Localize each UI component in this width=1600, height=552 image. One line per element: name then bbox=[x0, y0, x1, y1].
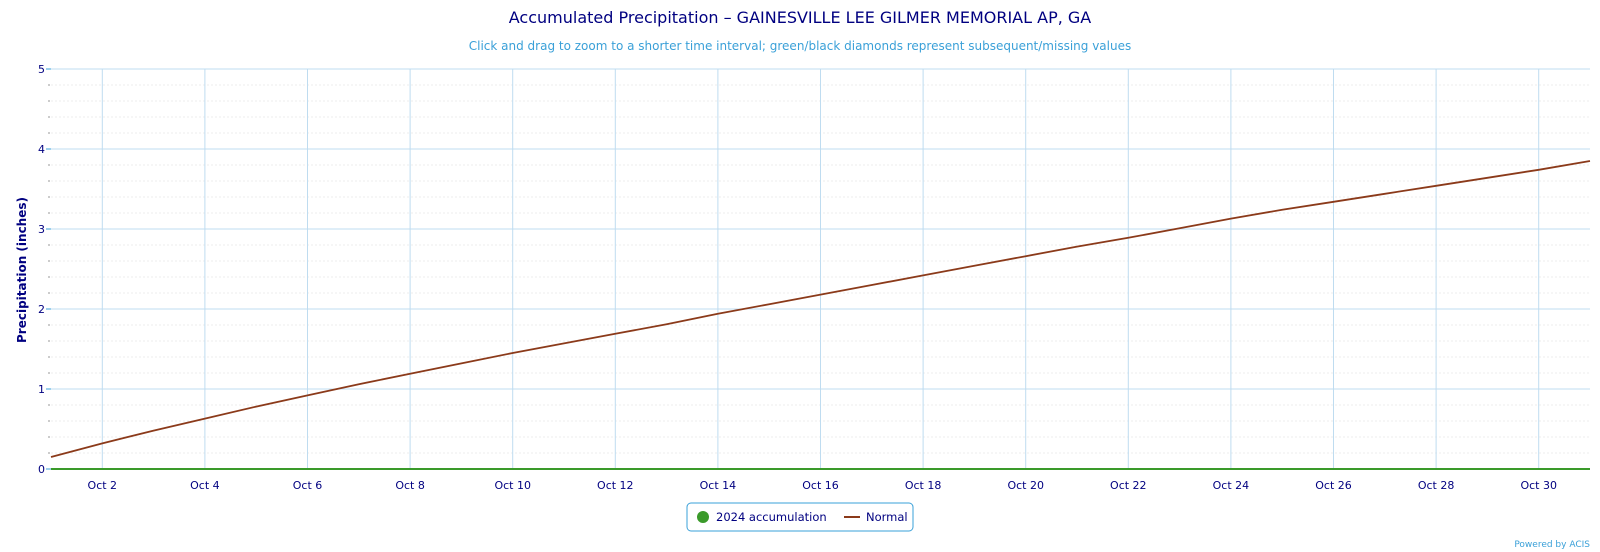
legend-label-normal: Normal bbox=[866, 510, 908, 524]
x-tick-label: Oct 4 bbox=[190, 479, 220, 492]
powered-by-credit[interactable]: Powered by ACIS bbox=[1514, 540, 1590, 550]
series-line-normal[interactable] bbox=[50, 160, 1591, 458]
legend-item-normal[interactable]: Normal bbox=[844, 510, 908, 524]
legend: 2024 accumulation Normal bbox=[686, 502, 914, 532]
y-axis-title: Precipitation (inches) bbox=[15, 197, 29, 343]
x-tick-label: Oct 28 bbox=[1418, 479, 1455, 492]
x-tick-label: Oct 12 bbox=[597, 479, 634, 492]
legend-symbol-circle bbox=[697, 511, 709, 523]
x-tick-label: Oct 14 bbox=[700, 479, 737, 492]
y-tick-label: 1 bbox=[38, 383, 45, 396]
legend-label-2024-accumulation: 2024 accumulation bbox=[716, 510, 827, 524]
chart-title: Accumulated Precipitation – GAINESVILLE … bbox=[509, 8, 1092, 27]
x-tick-label: Oct 8 bbox=[395, 479, 425, 492]
legend-box bbox=[686, 502, 914, 532]
y-tick-label: 3 bbox=[38, 223, 45, 236]
y-axis-ticks: 0 1 2 3 4 5 bbox=[38, 63, 51, 476]
y-tick-label: 2 bbox=[38, 303, 45, 316]
chart-subtitle: Click and drag to zoom to a shorter time… bbox=[469, 39, 1131, 53]
y-tick-label: 4 bbox=[38, 143, 45, 156]
x-tick-label: Oct 6 bbox=[293, 479, 323, 492]
x-tick-label: Oct 24 bbox=[1213, 479, 1250, 492]
x-tick-label: Oct 26 bbox=[1315, 479, 1352, 492]
x-tick-label: Oct 22 bbox=[1110, 479, 1147, 492]
major-gridlines bbox=[51, 68, 1590, 469]
x-tick-label: Oct 10 bbox=[494, 479, 531, 492]
y-tick-label: 5 bbox=[38, 63, 45, 76]
x-axis-ticks: Oct 2 Oct 4 Oct 6 Oct 8 Oct 10 Oct 12 Oct 14 Oc… bbox=[88, 479, 1557, 492]
x-tick-label: Oct 30 bbox=[1520, 479, 1557, 492]
x-tick-label: Oct 16 bbox=[802, 479, 839, 492]
y-tick-label: 0 bbox=[38, 463, 45, 476]
x-tick-label: Oct 18 bbox=[905, 479, 942, 492]
x-tick-label: Oct 2 bbox=[88, 479, 118, 492]
x-tick-label: Oct 20 bbox=[1007, 479, 1044, 492]
series-layer bbox=[50, 160, 1591, 470]
legend-item-2024-accumulation[interactable]: 2024 accumulation bbox=[697, 510, 827, 524]
